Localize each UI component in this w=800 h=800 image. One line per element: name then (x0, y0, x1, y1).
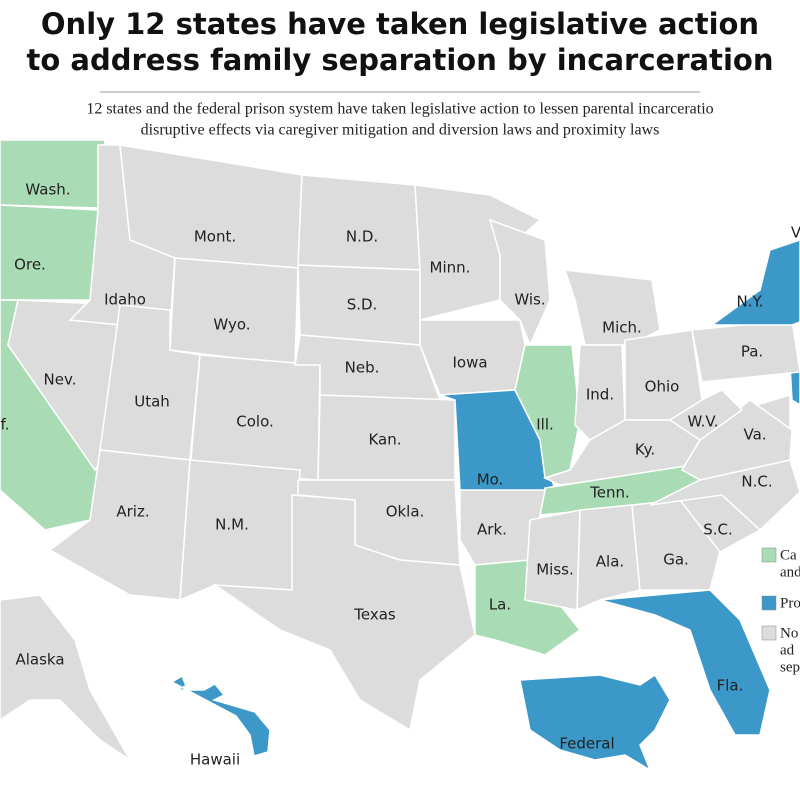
state (519, 673, 671, 772)
state-label: Neb. (345, 359, 380, 377)
state-label: Wash. (25, 181, 70, 199)
state-label: Wis. (514, 291, 545, 309)
state-label: Miss. (536, 561, 574, 579)
state-label: Colo. (236, 413, 274, 431)
state-label: La. (489, 596, 511, 614)
state-label: N.D. (346, 228, 378, 246)
state-label: Va. (743, 426, 766, 444)
state-label: Nev. (44, 371, 77, 389)
state (0, 204, 99, 301)
state-label: Fla. (717, 677, 744, 695)
state (169, 257, 299, 366)
state-label: Alaska (15, 651, 64, 669)
state-label: S.C. (703, 521, 733, 539)
state-label: Okla. (386, 503, 425, 521)
state-label: Pa. (741, 343, 763, 361)
state-label: Texas (353, 606, 396, 624)
state-label: Ky. (635, 441, 655, 459)
state-label: f. (1, 416, 10, 434)
state-label: Ariz. (116, 503, 149, 521)
state-label: Tenn. (589, 484, 630, 502)
title: Only 12 states have taken legislative ac… (41, 7, 759, 41)
state (488, 218, 551, 347)
state-label: N.M. (215, 516, 249, 534)
state-label: Ill. (536, 416, 554, 434)
state-label: Minn. (430, 259, 471, 277)
state-label: Ga. (663, 551, 689, 569)
state-label: Federal (559, 735, 614, 753)
subtitle: 12 states and the federal prison system … (86, 101, 713, 118)
legend-text: sep (780, 659, 800, 675)
state-label: S.D. (347, 296, 378, 314)
state-label: Mont. (194, 228, 236, 246)
state-label: N.Y. (737, 293, 764, 311)
state-label: Iowa (452, 354, 487, 372)
state (599, 589, 771, 736)
state-label: W.V. (688, 413, 719, 431)
title: to address family separation by incarcer… (27, 43, 774, 77)
state (680, 399, 793, 481)
legend-swatch (761, 547, 777, 563)
state-label: Mich. (602, 319, 642, 337)
legend-text: ad (780, 642, 795, 658)
state-label: Ala. (596, 553, 624, 571)
legend-text: and (780, 564, 800, 580)
state (297, 174, 421, 271)
state-label: N.C. (741, 473, 772, 491)
state (0, 594, 131, 761)
state-label: V (791, 224, 800, 242)
state-label: Ore. (14, 256, 46, 274)
state-label: Ohio (645, 378, 680, 396)
state-label: Idaho (104, 291, 146, 309)
state (212, 494, 476, 732)
state-label: Ind. (586, 386, 614, 404)
state (668, 389, 744, 441)
legend-text: Pro (780, 595, 800, 611)
state (170, 674, 271, 757)
state-label: Wyo. (213, 316, 250, 334)
state-label: Hawaii (190, 751, 240, 769)
state-label: Kan. (368, 431, 401, 449)
subtitle: disruptive effects via caregiver mitigat… (141, 122, 660, 139)
legend-swatch (761, 595, 777, 611)
legend-text: No (780, 625, 798, 641)
state-label: Ark. (477, 521, 507, 539)
state-label: Mo. (477, 471, 504, 489)
legend-text: Ca (780, 547, 797, 563)
state-label: Utah (134, 393, 170, 411)
state (576, 504, 641, 612)
legend-swatch (761, 625, 777, 641)
state (709, 239, 800, 326)
